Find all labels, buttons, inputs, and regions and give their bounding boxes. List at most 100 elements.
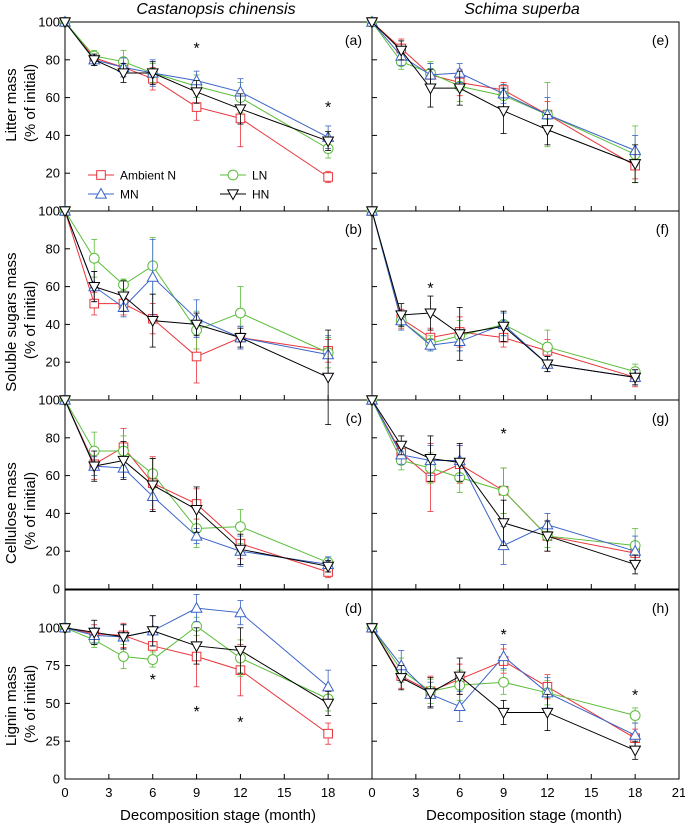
y-axis-labels: Litter mass (% of initial) Soluble sugar… [3,64,39,746]
panel-g: (g) * [365,393,680,590]
data-point [541,359,554,371]
panel-frame [371,589,680,780]
legend-marker [227,169,239,181]
series-hn [365,206,642,386]
y-tick-label: 40 [46,317,60,332]
data-point [365,206,379,218]
y-tick-label: 20 [46,544,60,559]
panel-a: 20 40 60 80 100 (a) * * [38,15,373,212]
significance-star: * [500,426,506,443]
x-tick-label: 0 [368,785,375,800]
data-point [453,699,466,712]
x-tick-label: 12 [233,785,247,800]
data-point [146,316,159,328]
data-point [628,159,642,171]
data-point [190,87,203,99]
data-point [117,68,130,80]
series-hn [58,17,335,151]
x-tick-label: 9 [193,785,200,800]
data-point [321,136,335,148]
data-point [628,372,642,384]
x-tick-label: 18 [628,785,642,800]
data-point [628,728,642,740]
series-hn [365,623,642,760]
y-tick-label: 0 [53,582,60,597]
series-line [371,210,636,378]
y-tick-label: 25 [46,734,60,749]
y-tick-label: 40 [46,506,60,521]
y-tick-label: 0 [53,772,60,787]
panel-e: (e) [365,15,680,212]
significance-star: * [237,715,243,732]
data-point [117,455,130,468]
data-point [629,710,641,721]
panel-h: 0 3 6 9 12 15 18 21 (h) * * [365,589,685,800]
data-point [234,544,247,556]
series-hn [58,615,335,716]
species-title-schima: Schima superba [464,1,580,18]
y-tick-label: 80 [46,241,60,256]
legend: Ambient N LN MN HN [88,169,269,202]
x-axis-label-left: Decomposition stage (month) [120,807,316,824]
data-point [541,531,554,543]
data-point [190,505,203,517]
data-point [147,654,159,665]
panel-f: (f) * [365,204,680,401]
data-point [453,671,466,683]
data-point [628,559,642,571]
y-tick-label: 40 [46,128,60,143]
series-mn [365,204,642,386]
data-point [321,372,335,384]
legend-label: LN [252,169,267,183]
panel-d: 0 25 50 75 100 0 3 6 9 12 15 18 (d) * * * [38,589,373,800]
data-point [235,307,246,319]
data-point [88,55,101,67]
significance-star: * [325,99,331,116]
y-label-soluble-sugars-line2: (% of initial) [22,281,39,359]
data-point [118,651,129,662]
y-tick-label: 75 [46,658,60,673]
x-tick-label: 0 [61,785,68,800]
data-point [58,206,72,218]
panel-label: (f) [656,221,669,237]
data-point [395,673,408,685]
x-tick-label: 3 [412,785,419,800]
panel-label: (g) [652,410,669,426]
species-title-castanopsis: Castanopsis chinensis [136,1,295,18]
data-point [453,329,466,341]
y-tick-label: 100 [38,15,60,30]
legend-marker [96,170,106,180]
series-hn [365,17,642,184]
data-point [234,333,247,345]
panel-label: (e) [652,32,669,48]
data-point [497,321,510,333]
x-tick-label: 15 [584,785,598,800]
data-point [117,291,130,303]
data-point [497,106,510,118]
data-point [541,707,554,720]
species-titles: Castanopsis chinensis Schima superba [136,1,580,18]
x-tick-label: 15 [277,785,291,800]
series-line [371,210,636,378]
data-point [146,480,159,492]
data-point [365,623,379,635]
x-tick-label: 21 [672,785,685,800]
x-tick-label: 18 [321,785,335,800]
x-tick-label: 3 [105,785,112,800]
y-label-lignin-line2: (% of initial) [22,665,39,743]
y-label-cellulose-line2: (% of initial) [22,472,39,550]
data-point [321,680,335,692]
panel-frame [64,210,373,401]
x-tick-label: 6 [456,785,463,800]
y-tick-label: 80 [46,52,60,67]
legend-entry-ambient: Ambient N [88,169,176,183]
data-point [497,518,510,530]
data-point [424,688,437,700]
series-ambient-n [367,206,640,388]
data-point [628,745,642,757]
y-tick-label: 60 [46,279,60,294]
panel-label: (d) [345,600,362,616]
data-point [191,351,202,362]
y-label-cellulose: Cellulose mass (% of initial) [3,458,39,564]
